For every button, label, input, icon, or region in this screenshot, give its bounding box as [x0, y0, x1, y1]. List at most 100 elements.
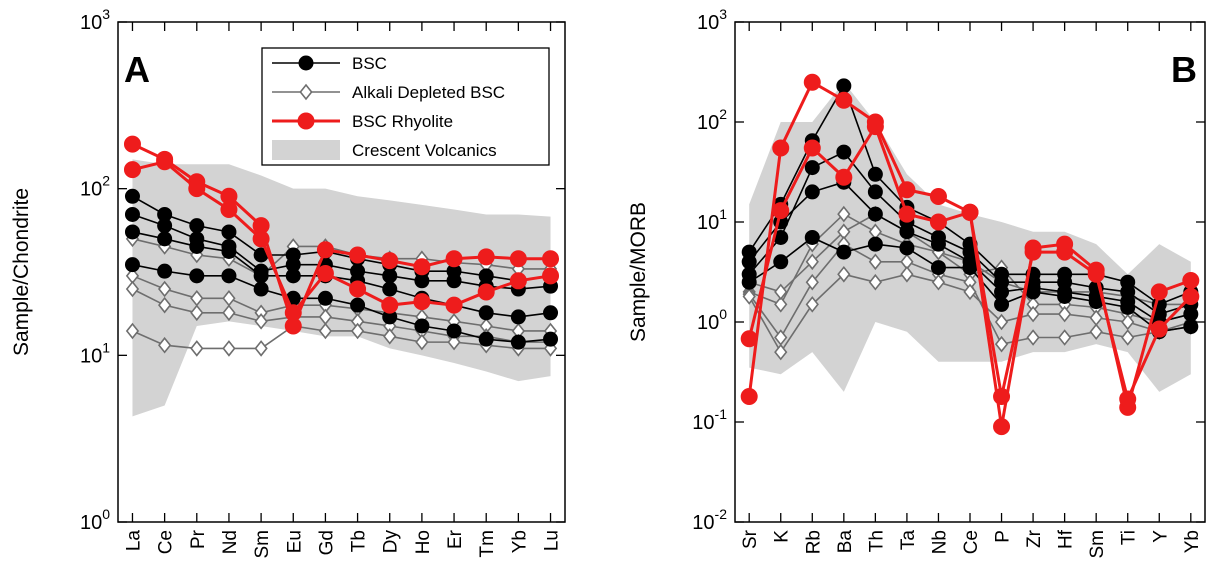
tick-exponent: 2 — [719, 106, 727, 122]
marker — [543, 305, 559, 321]
marker — [1182, 272, 1200, 290]
legend-label: BSC — [352, 54, 387, 73]
marker — [1087, 265, 1105, 283]
marker — [866, 118, 884, 136]
x-tick-label: Th — [866, 530, 887, 552]
marker — [740, 387, 758, 405]
marker — [349, 280, 367, 298]
band-area — [132, 159, 551, 417]
marker — [898, 205, 916, 223]
tick-exponent: 1 — [102, 339, 110, 355]
x-tick-label: Pr — [188, 529, 209, 549]
x-tick-label: Yb — [1182, 530, 1203, 553]
x-tick-label: Lu — [542, 530, 563, 551]
marker — [478, 305, 494, 321]
marker — [962, 260, 978, 276]
marker — [478, 331, 494, 347]
x-tick-label: Gd — [316, 530, 337, 555]
x-tick-label: Ce — [961, 530, 982, 554]
legend-label: BSC Rhyolite — [352, 112, 453, 131]
tick-exponent: -1 — [715, 406, 728, 422]
marker — [542, 267, 560, 285]
marker — [221, 243, 237, 259]
x-tick-label: Eu — [284, 530, 305, 553]
marker — [742, 288, 756, 305]
marker — [805, 296, 819, 313]
marker — [1026, 305, 1040, 323]
marker — [994, 274, 1010, 290]
marker — [929, 213, 947, 231]
marker — [837, 205, 851, 223]
y-tick-label: 103 — [697, 6, 727, 34]
y-tick-label: 102 — [80, 173, 110, 201]
marker — [931, 273, 946, 291]
marker — [837, 266, 851, 283]
plot-frame — [117, 21, 566, 523]
marker — [156, 153, 174, 171]
marker — [1120, 299, 1136, 315]
marker — [930, 260, 946, 276]
tick-base: 10 — [80, 179, 102, 201]
x-tick-label: Dy — [381, 530, 402, 554]
marker — [773, 254, 789, 270]
marker — [285, 268, 301, 284]
marker — [413, 293, 431, 311]
marker — [835, 168, 853, 186]
marker — [252, 230, 270, 248]
marker — [190, 304, 204, 322]
marker — [994, 313, 1009, 331]
marker — [868, 273, 882, 291]
y-tick-label: 101 — [697, 206, 727, 234]
marker — [1058, 305, 1072, 323]
x-tick-label: Zr — [1024, 529, 1045, 548]
marker — [1025, 284, 1041, 300]
marker — [993, 387, 1011, 405]
marker — [414, 318, 430, 334]
legend-label: Alkali Depleted BSC — [352, 83, 505, 102]
marker — [415, 333, 429, 351]
marker — [445, 296, 463, 314]
marker — [381, 252, 399, 270]
marker — [993, 418, 1011, 436]
x-tick-label: Hf — [1056, 529, 1077, 549]
marker — [220, 200, 238, 218]
marker — [253, 268, 269, 284]
marker — [221, 268, 237, 284]
marker — [836, 144, 852, 160]
marker — [1120, 284, 1136, 300]
tick-base: 10 — [80, 12, 102, 34]
marker — [316, 264, 334, 282]
marker — [805, 253, 819, 271]
marker — [1024, 243, 1042, 261]
marker — [158, 336, 172, 354]
marker — [125, 322, 140, 340]
marker — [804, 229, 820, 245]
marker — [899, 240, 915, 256]
tick-exponent: 3 — [719, 6, 727, 22]
y-axis-label: Sample/MORB — [627, 202, 650, 342]
x-tick-label: Sm — [1087, 530, 1108, 559]
x-tick-label: Sr — [740, 529, 761, 549]
marker — [124, 257, 140, 273]
marker — [1150, 320, 1168, 338]
marker — [772, 139, 790, 157]
marker — [446, 273, 462, 289]
marker — [447, 333, 461, 351]
y-tick-label: 101 — [80, 339, 110, 367]
panel-label: B — [1171, 49, 1197, 90]
x-tick-label: Ce — [156, 530, 177, 554]
marker — [158, 296, 172, 314]
marker — [221, 224, 237, 240]
marker — [157, 231, 173, 247]
panel-label: A — [124, 49, 150, 90]
marker — [963, 283, 977, 301]
marker — [836, 78, 852, 94]
legend-swatch — [272, 140, 340, 160]
tick-exponent: -2 — [715, 506, 728, 522]
x-tick-label: Sm — [252, 530, 273, 559]
tick-base: 10 — [697, 12, 719, 34]
marker — [867, 236, 883, 252]
tick-exponent: 0 — [102, 506, 110, 522]
marker — [413, 258, 431, 276]
